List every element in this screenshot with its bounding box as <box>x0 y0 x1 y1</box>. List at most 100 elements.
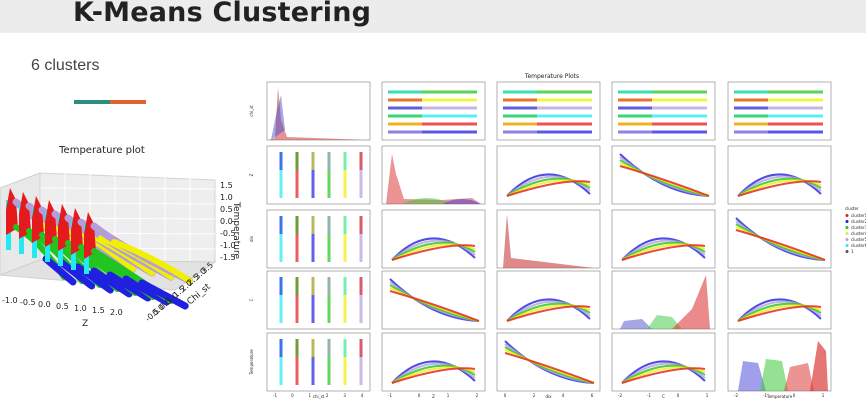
pairplot-cell-r3-c4 <box>611 209 716 269</box>
scatter-curve <box>506 173 591 197</box>
legend-marker <box>845 220 849 223</box>
legend-marker <box>845 250 849 253</box>
pairplot-xlabel: chi_st <box>313 394 325 399</box>
pairplot-tick: 0 <box>504 393 507 398</box>
ridge-curve-blue <box>106 271 152 302</box>
pairplot-tick: 1 <box>447 393 450 398</box>
kde-peak <box>738 361 766 391</box>
scatter-curve <box>737 302 822 322</box>
cell-frame <box>496 209 601 269</box>
kde-peak <box>442 199 481 204</box>
scatter-curve <box>506 179 591 197</box>
scatter-curve <box>506 304 591 322</box>
kde-peak <box>386 154 481 204</box>
pairplot-tick: 1 <box>309 393 312 398</box>
pairplot-tick: 0 <box>418 393 421 398</box>
scatter-curve <box>621 360 706 384</box>
pairplot-legend: cluster cluster1cluster2cluster3cluster4… <box>845 206 866 254</box>
accent-bar-teal <box>74 100 110 104</box>
x-tick-label: 0.0 <box>38 300 51 309</box>
scatter-curve <box>391 239 476 261</box>
scatter-curve <box>737 180 822 197</box>
pairplot-cell-r5-c4 <box>611 332 716 392</box>
pairplot-cell-r5-c5 <box>727 332 832 392</box>
pairplot-title: Temperature Plots <box>524 73 579 80</box>
page-title: K-Means Clustering <box>73 0 372 28</box>
scatter-curve <box>621 244 706 261</box>
ridge-curve-blue <box>74 263 114 294</box>
x-tick-label: 0.5 <box>56 302 69 311</box>
pairplot-tick: 0 <box>793 393 796 398</box>
scatter-curve <box>737 175 822 197</box>
scatter-curve <box>504 352 595 384</box>
cluster-count: 6 clusters <box>31 57 100 74</box>
pairplot-cell-r1-c4 <box>611 81 716 141</box>
pairplot-tick: 2 <box>476 393 479 398</box>
pairplot-tick: 1 <box>706 393 709 398</box>
pairplot-cell-r3-c2 <box>381 209 486 269</box>
pairplot-ylabel: dix <box>249 235 254 242</box>
pairplot-xlabel: Temperature <box>766 394 793 399</box>
legend-marker <box>845 214 849 217</box>
scatter-curve <box>621 241 706 261</box>
scatter-curve <box>621 237 706 261</box>
cell-frame <box>266 145 371 205</box>
scatter-curve <box>619 165 710 197</box>
scatter-curve <box>737 298 822 322</box>
pairplot-xlabel: Z <box>432 394 435 399</box>
pairplot-cell-r2-c1 <box>266 145 371 205</box>
pairplot-cell-r5-c3 <box>496 332 601 392</box>
pairplot-tick: -2 <box>734 393 738 398</box>
plot3d-x-ticks: -1.0 -0.5 0.0 0.5 1.0 1.5 2.0 <box>2 296 123 317</box>
pairplot-tick: -1 <box>273 393 277 398</box>
kde-peak <box>784 363 814 391</box>
x-tick-label: -0.5 <box>20 298 36 307</box>
plot3d-z-ticks: 1.5 1.0 0.5 0.0 -0.5 -1.0 -1.5 <box>220 181 236 262</box>
legend-entry: cluster6 <box>851 243 866 248</box>
scatter-curve <box>391 362 476 384</box>
kde-peak <box>760 359 788 391</box>
legend-entry: cluster3 <box>851 225 866 230</box>
legend-title: cluster <box>845 206 859 211</box>
scatter-curve <box>621 243 706 261</box>
pairplot-cell-r1-c3 <box>496 81 601 141</box>
pairplot-cell-r5-c2 <box>381 332 486 392</box>
pairplot-ylabel: Temperature <box>249 349 254 376</box>
scatter-curve <box>506 302 591 322</box>
pairplot-cell-r4-c3 <box>496 270 601 330</box>
kde-peak <box>269 87 368 140</box>
scatter-curve <box>391 237 476 261</box>
ridge-curve-blue <box>138 279 189 310</box>
z-tick-label: -1.5 <box>220 253 236 262</box>
pairplot-cell-r1-c1 <box>266 81 371 141</box>
scatter-curve <box>737 179 822 197</box>
pairplot-tick: 1 <box>822 393 825 398</box>
pairplot-ylabel: chi_st <box>249 105 254 117</box>
pairplot-tick: 3 <box>343 393 346 398</box>
pairplot-tick: 0 <box>677 393 680 398</box>
kde-peak <box>647 315 682 329</box>
pairplot-tick: -1 <box>647 393 651 398</box>
pairplot-tick: -1 <box>388 393 392 398</box>
pairplot-tick: 2 <box>533 393 536 398</box>
x-tick-label: 1.5 <box>92 306 105 315</box>
scatter-curve <box>506 305 591 322</box>
pairplot-cell-r2-c5 <box>727 145 832 205</box>
accent-bar-orange <box>110 100 146 104</box>
legend-marker <box>845 232 849 235</box>
kde-peak <box>620 319 652 329</box>
pairplot-xlabel: dix <box>545 394 552 399</box>
temperature-3d-plot: Temperature plot 1.51.00.50.0-0.5-1.0-1.… <box>0 145 241 329</box>
scatter-curve <box>621 239 706 261</box>
legend-entry: cluster5 <box>851 237 866 242</box>
pairplot-cell-r1-c2 <box>381 81 486 141</box>
pairplot-cell-r3-c1 <box>266 209 371 269</box>
pairplot-tick: 6 <box>591 393 594 398</box>
cell-frame <box>266 270 371 330</box>
pairplot-tick: 4 <box>562 393 565 398</box>
pairplot-xlabel: C <box>662 394 665 399</box>
pairplot-ylabel: Z <box>249 173 254 176</box>
plot3d-title: Temperature plot <box>58 145 145 156</box>
